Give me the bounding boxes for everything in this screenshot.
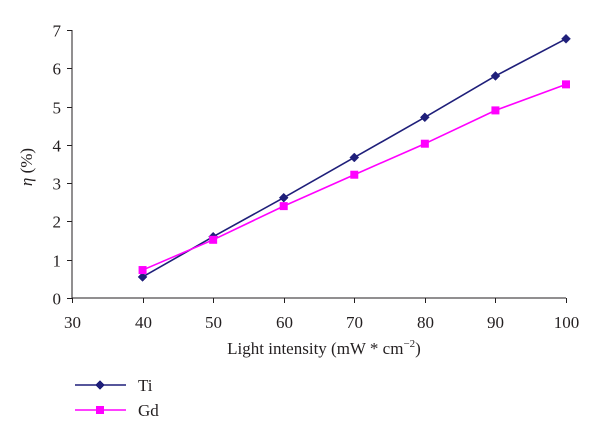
ti-data-point bbox=[349, 152, 360, 163]
gd-data-point bbox=[209, 235, 218, 244]
tick-marks: 0 1 2 3 4 5 6 7 30 40 50 60 70 80 90 100 bbox=[53, 22, 580, 333]
ti-data-point bbox=[420, 112, 430, 123]
x-axis-label-superscript: −2 bbox=[403, 338, 415, 350]
x-tick-label: 100 bbox=[554, 313, 580, 332]
legend-label-ti: Ti bbox=[138, 376, 153, 395]
y-tick-label: 3 bbox=[53, 175, 62, 194]
x-axis-label-suffix: ) bbox=[415, 339, 421, 358]
gd-data-point bbox=[562, 80, 570, 89]
y-tick-label: 6 bbox=[53, 60, 62, 79]
y-tick-label: 2 bbox=[53, 213, 62, 232]
x-tick-label: 30 bbox=[64, 313, 81, 332]
y-tick-label: 5 bbox=[53, 99, 62, 118]
legend-label-gd: Gd bbox=[138, 401, 159, 420]
legend: Ti Gd bbox=[75, 376, 159, 420]
x-tick-label: 90 bbox=[487, 313, 504, 332]
x-tick-label: 40 bbox=[135, 313, 152, 332]
x-axis-title: Light intensity (mW * cm−2) bbox=[227, 338, 421, 358]
x-tick-label: 80 bbox=[417, 313, 434, 332]
gd-data-point bbox=[138, 266, 147, 275]
y-tick-label: 4 bbox=[53, 137, 62, 156]
gd-data-point bbox=[350, 170, 359, 179]
axes bbox=[71, 30, 566, 299]
legend-item-gd: Gd bbox=[75, 401, 159, 420]
ti-data-point bbox=[490, 71, 501, 81]
y-axis-unit: (%) bbox=[17, 148, 36, 178]
series-gd bbox=[138, 80, 570, 275]
x-tick-label: 60 bbox=[276, 313, 293, 332]
y-tick-label: 7 bbox=[53, 22, 62, 41]
series-group bbox=[137, 33, 571, 282]
gd-data-point bbox=[279, 202, 288, 211]
ti-data-point bbox=[561, 33, 571, 44]
x-tick-label: 70 bbox=[346, 313, 363, 332]
y-axis-symbol: η bbox=[17, 178, 36, 186]
legend-ti-data-point bbox=[95, 380, 105, 390]
y-tick-label: 0 bbox=[53, 290, 62, 309]
gd-data-point bbox=[491, 106, 500, 115]
legend-gd-data-point bbox=[96, 406, 104, 414]
legend-item-ti: Ti bbox=[75, 376, 153, 395]
y-axis-title: η (%) bbox=[17, 148, 36, 186]
y-tick-label: 1 bbox=[53, 252, 62, 271]
ti-data-point bbox=[137, 272, 148, 282]
x-tick-label: 50 bbox=[205, 313, 222, 332]
ti-data-point bbox=[278, 192, 289, 203]
x-axis-label-main: Light intensity (mW * cm bbox=[227, 339, 403, 358]
gd-data-point bbox=[420, 139, 429, 148]
